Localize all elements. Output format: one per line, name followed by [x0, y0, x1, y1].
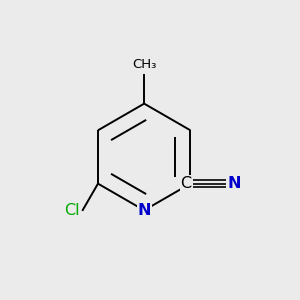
Text: N: N [227, 176, 241, 191]
Text: C: C [181, 176, 192, 191]
Text: CH₃: CH₃ [132, 58, 156, 71]
Text: Cl: Cl [64, 203, 80, 218]
Text: N: N [137, 203, 151, 218]
